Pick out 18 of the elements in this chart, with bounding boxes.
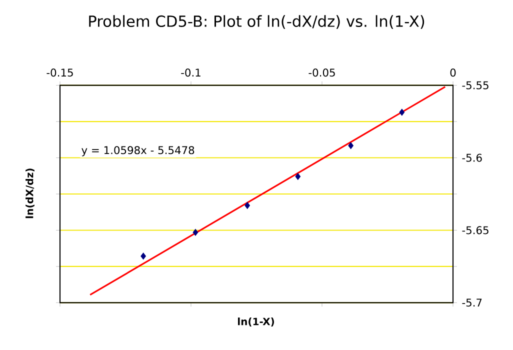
y-axis-title: ln(dX/dz)	[26, 168, 34, 218]
y-tick-label: -5.55	[462, 81, 488, 90]
annotation: y = 1.0598x - 5.5478	[82, 146, 194, 156]
x-tick-label: -0.05	[308, 68, 335, 77]
chart-title: Problem CD5-B: Plot of ln(-dX/dz) vs. ln(1-X)	[89, 15, 424, 29]
x-axis-title: ln(1-X)	[238, 318, 274, 326]
x-tick-label: 0	[450, 68, 456, 77]
x-tick-label: -0.15	[46, 68, 73, 77]
point	[192, 228, 198, 236]
y-tick-label: -5.7	[462, 298, 482, 307]
point	[399, 108, 405, 116]
y-tick-label: -5.6	[462, 154, 482, 162]
point	[140, 252, 146, 260]
x-tick-label: -0.1	[181, 68, 200, 77]
point	[244, 202, 250, 209]
point	[348, 142, 354, 150]
point	[295, 172, 301, 180]
y-tick-label: -5.65	[462, 226, 488, 234]
